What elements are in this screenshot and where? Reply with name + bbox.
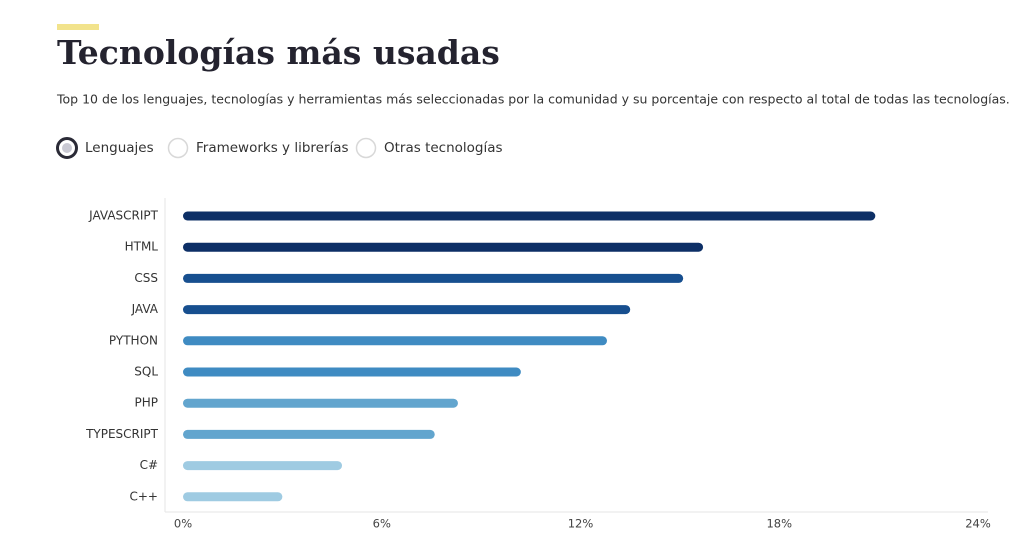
category-label: C++ [130,489,159,503]
bar [183,398,458,408]
category-label: HTML [125,240,159,254]
bar [183,242,704,252]
chart-title: Tecnologías más usadas [57,33,500,72]
category-label: TYPESCRIPT [85,427,159,441]
radio-dot [62,143,72,153]
category-label: JAVA [131,302,159,316]
bar [183,492,283,502]
bar [183,429,435,439]
bar [183,305,631,315]
x-tick-label: 0% [174,517,192,531]
x-tick-label: 24% [965,517,991,531]
bar [183,461,342,471]
category-label: JAVASCRIPT [88,209,159,223]
radio-label[interactable]: Otras tecnologías [384,140,503,156]
category-label: SQL [134,365,158,379]
category-label: C# [140,458,158,472]
bar [183,211,876,221]
bar [183,367,521,377]
radio-label[interactable]: Frameworks y librerías [196,140,349,156]
x-tick-label: 12% [568,517,594,531]
bar [183,336,607,346]
radio-button[interactable] [355,137,377,159]
x-tick-label: 6% [373,517,391,531]
radio-label[interactable]: Lenguajes [85,140,154,156]
bar [183,273,684,283]
category-label: CSS [134,271,158,285]
chart-subtitle: Top 10 de los lenguajes, tecnologías y h… [56,92,1010,107]
accent-bar [57,24,99,30]
category-label: PHP [135,396,159,410]
x-tick-label: 18% [766,517,792,531]
radio-button[interactable] [167,137,189,159]
category-label: PYTHON [109,333,158,347]
